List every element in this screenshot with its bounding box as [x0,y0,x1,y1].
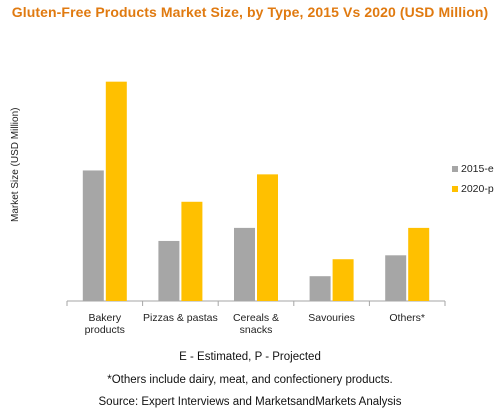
legend-swatch-2020-p [452,186,458,192]
bar-2015-e-3 [309,276,331,301]
bar-2015-e-2 [234,227,255,301]
others-footnote: *Others include dairy, meat, and confect… [107,374,393,386]
bar-2020-p-1 [181,201,203,301]
legend-label-2015-e: 2015-e [461,163,494,175]
x-tick-label: Cereals & [233,312,279,324]
x-tick-label: Others* [389,312,425,324]
legend-swatch-2015-e [452,166,458,172]
source-note: Source: Expert Interviews and Marketsand… [98,396,402,408]
bar-2015-e-1 [158,240,180,301]
x-tick-label: products [85,324,125,336]
bar-2015-e-0 [82,170,104,301]
bar-2020-p-2 [257,174,278,301]
chart-title: Gluten-Free Products Market Size, by Typ… [11,4,489,20]
bar-2020-p-0 [105,81,127,302]
x-tick-label: Bakery [88,312,121,324]
y-axis-label: Market Size (USD Million) [10,107,21,222]
bar-2020-p-4 [408,227,430,301]
legend-label-2020-p: 2020-p [461,183,494,195]
estimate-note: E - Estimated, P - Projected [179,351,321,363]
x-tick-label: Pizzas & pastas [143,312,218,324]
bar-2020-p-3 [332,259,354,301]
x-tick-label: Savouries [308,312,355,324]
x-tick-label: snacks [240,324,273,336]
bar-2015-e-4 [385,255,407,301]
